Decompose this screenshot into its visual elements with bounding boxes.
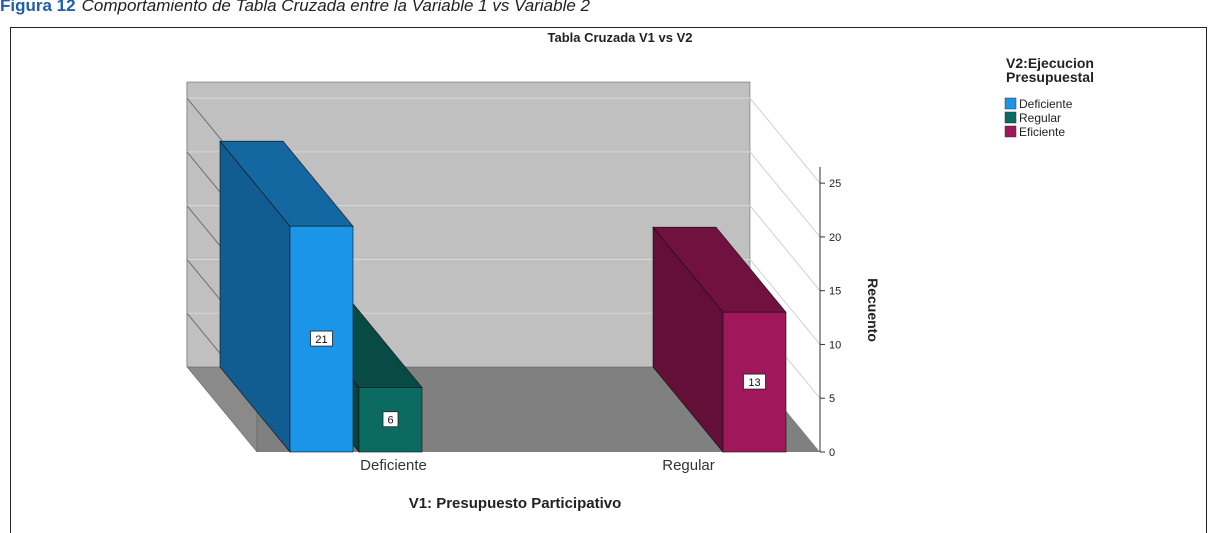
y-tick-label: 20 — [829, 232, 841, 244]
grid-line — [749, 205, 821, 291]
figure-header: Figura 12 Comportamiento de Tabla Cruzada… — [0, 0, 591, 15]
chart-title: Tabla Cruzada V1 vs V2 — [548, 30, 693, 45]
figure-caption: Comportamiento de Tabla Cruzada entre la… — [82, 0, 591, 15]
data-label: 13 — [748, 377, 760, 389]
legend-title: V2:Ejecucion Presupuestal — [1006, 55, 1094, 85]
grid-line — [749, 259, 821, 345]
data-label: 21 — [315, 334, 327, 346]
y-tick-label: 5 — [829, 393, 835, 405]
grid-line — [749, 151, 821, 238]
legend-swatch — [1004, 111, 1017, 124]
legend-label: Deficiente — [1019, 97, 1073, 111]
y-tick-label: 15 — [829, 286, 841, 298]
legend-swatch — [1004, 125, 1017, 138]
data-label-box — [310, 330, 333, 347]
bar: 13 — [652, 226, 787, 453]
y-tick-label: 10 — [829, 339, 841, 351]
data-label-box — [382, 411, 399, 428]
y-axis-title: Recuento — [865, 278, 881, 342]
y-tick-label: 25 — [829, 178, 841, 190]
y-tick-label: 0 — [829, 447, 835, 459]
data-label-box — [743, 373, 766, 390]
legend-label: Regular — [1019, 111, 1061, 125]
x-tick-label: Deficiente — [360, 457, 427, 474]
figure-number: Figura 12 — [0, 0, 76, 15]
chart-frame — [10, 27, 1207, 533]
bar: 21 — [219, 140, 354, 453]
legend-swatch — [1004, 97, 1017, 110]
legend-label: Eficiente — [1019, 125, 1065, 139]
data-label: 6 — [387, 415, 393, 427]
grid-line — [749, 97, 821, 184]
x-tick-label: Regular — [662, 457, 715, 474]
x-axis-title: V1: Presupuesto Participativo — [409, 495, 622, 512]
